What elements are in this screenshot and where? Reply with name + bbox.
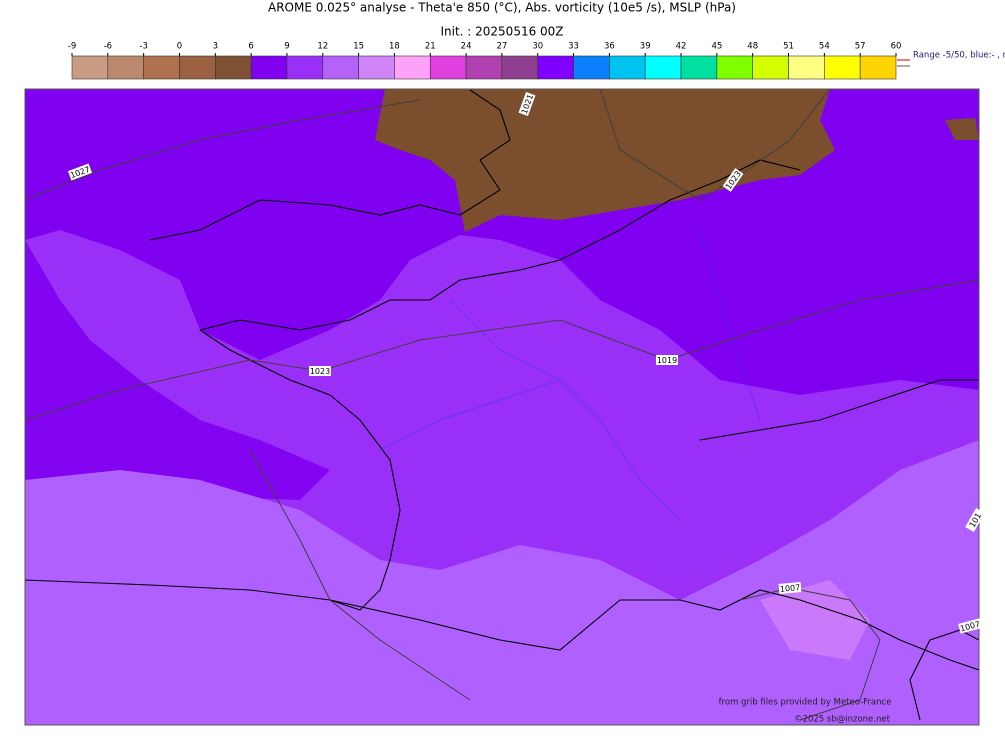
- isobar: [249, 449, 471, 701]
- colorbar-tick-label: 15: [353, 42, 364, 52]
- colorbar-bin: [537, 55, 574, 80]
- colorbar-tick-label: -6: [104, 42, 112, 52]
- colorbar-bin: [394, 55, 431, 80]
- isobar-label: 1007: [778, 582, 802, 594]
- colorbar-tick-label: 9: [284, 42, 289, 52]
- colorbar-bin: [501, 55, 539, 80]
- colorbar-tick-label: 33: [568, 42, 579, 52]
- colorbar-tick-label: -9: [68, 42, 76, 52]
- isobar-label: 1023: [309, 366, 331, 376]
- colorbar-bin: [465, 55, 503, 80]
- coastline: [149, 89, 511, 241]
- colorbar-bin: [859, 55, 897, 80]
- range-note: Range -5/50, blue:- , r: [913, 51, 1005, 61]
- colorbar-tick-label: 6: [248, 42, 253, 52]
- colorbar-bin: [250, 55, 288, 80]
- credit: from grib files provided by Meteo-France: [719, 698, 892, 708]
- map-region: [25, 440, 979, 725]
- colorbar-bin: [322, 55, 359, 80]
- colorbar-tick-label: 42: [676, 42, 687, 52]
- colorbar-bin: [680, 55, 718, 80]
- coastline: [25, 579, 979, 671]
- colorbar-bin: [358, 55, 395, 80]
- isobar-label-text: 1019: [657, 356, 677, 365]
- border: [699, 379, 979, 441]
- isobar-label-bg: [958, 618, 982, 634]
- colorbar-tick-label: 60: [891, 42, 902, 52]
- isobar-label-bg: [309, 366, 331, 376]
- colorbar-bin: [429, 55, 467, 80]
- isobar-label-bg: [67, 163, 93, 181]
- colorbar-bin: [716, 55, 753, 80]
- isobar-label-bg: [722, 168, 744, 192]
- subtitle: Init. : 20250516 00Z: [440, 25, 563, 39]
- colorbar-bin: [644, 55, 682, 80]
- colorbar-tick-label: 18: [389, 42, 400, 52]
- river: [449, 299, 681, 521]
- river: [379, 379, 561, 451]
- colorbar-tick-label: 24: [461, 42, 472, 52]
- colorbar-bin: [71, 55, 109, 80]
- colorbar-tick-label: 57: [855, 42, 866, 52]
- colorbar-tick-label: 0: [177, 42, 182, 52]
- map-frame: [24, 88, 980, 726]
- map-region: [760, 580, 870, 660]
- colorbar-tick-label: 51: [783, 42, 794, 52]
- colorbar-bin: [609, 55, 646, 80]
- isobar-label-bg: [518, 91, 536, 117]
- colorbar-tick-label: 12: [317, 42, 328, 52]
- colorbar-tick-label: 54: [819, 42, 830, 52]
- isobar-label-bg: [656, 355, 678, 365]
- isobar: [25, 99, 421, 201]
- colorbar-tick-label: -3: [139, 42, 147, 52]
- colorbar-tick-label: 3: [213, 42, 218, 52]
- colorbar-tick-label: 39: [640, 42, 651, 52]
- colorbar: -9 -6 -3 0 3 6 9 12 15 18 21 24 27 30 33 36 39 42 45 48 51 54…: [68, 42, 902, 80]
- colorbar-bin: [752, 55, 789, 80]
- colorbar-tick-label: 36: [604, 42, 615, 52]
- isobar: [25, 279, 979, 421]
- colorbar-bin: [286, 55, 324, 80]
- map-region: [945, 118, 979, 140]
- title: AROME 0.025° analyse - Theta'e 850 (°C),…: [268, 1, 736, 15]
- isobar-label-bg: [965, 507, 985, 533]
- colorbar-tick-label: 21: [425, 42, 436, 52]
- isobar: [599, 89, 831, 201]
- colorbar-bin: [573, 55, 610, 80]
- isobar-label-text: 1023: [310, 367, 330, 376]
- colorbar-bin: [179, 55, 216, 80]
- isobar-label-bg: [778, 582, 802, 594]
- coastline: [909, 629, 979, 721]
- colorbar-tick-label: 27: [496, 42, 507, 52]
- credit: ©2025 sb@inzone.net: [794, 715, 891, 725]
- colorbar-bin: [215, 55, 252, 80]
- isobar-label: 1019: [656, 355, 678, 365]
- isobar-label-text: 1007: [780, 583, 801, 594]
- colorbar-bin: [107, 55, 144, 80]
- colorbar-bin: [788, 55, 825, 80]
- colorbar-tick-label: 30: [532, 42, 543, 52]
- colorbar-tick-label: 45: [711, 42, 722, 52]
- coastline: [199, 329, 401, 611]
- colorbar-bin: [143, 55, 180, 80]
- map-region: [25, 240, 330, 500]
- colorbar-bin: [824, 55, 861, 80]
- colorbar-tick-label: 48: [747, 42, 758, 52]
- river: [699, 229, 761, 421]
- coastline: [199, 159, 801, 331]
